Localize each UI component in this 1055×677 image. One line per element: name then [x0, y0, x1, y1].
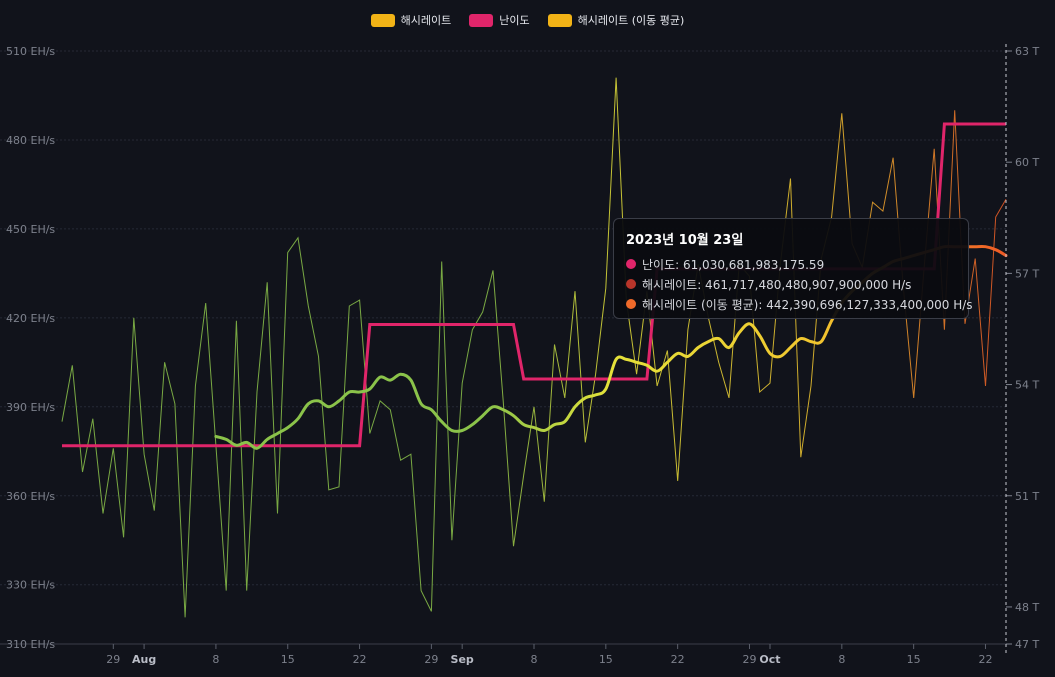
tooltip-title: 2023년 10월 23일 [626, 233, 744, 248]
y-left-tick-label: 510 EH/s [6, 45, 55, 58]
x-tick-label: 22 [353, 653, 367, 666]
tooltip-dot-hashrate [626, 279, 636, 289]
series [61, 77, 1008, 618]
y-right-tick-label: 54 T [1015, 379, 1039, 392]
y-left-tick-label: 310 EH/s [6, 638, 55, 651]
tooltip-text-difficulty: 난이도: 61,030,681,983,175.59 [642, 257, 825, 272]
legend-item[interactable]: 해시레이트 [370, 12, 452, 28]
legend-item[interactable]: 난이도 [469, 12, 530, 28]
y-right-tick-label: 57 T [1015, 267, 1039, 280]
tooltip-text-hashrate-ma: 해시레이트 (이동 평균): 442,390,696,127,333,400,0… [642, 297, 973, 312]
x-tick-label: 29 [742, 653, 756, 666]
legend-label: 해시레이트 (이동 평균) [577, 14, 685, 27]
x-tick-label: 15 [907, 653, 921, 666]
x-tick-label: Aug [132, 653, 156, 666]
x-tick-label: Oct [759, 653, 780, 666]
legend-swatch [469, 13, 494, 27]
tooltip-text-hashrate: 해시레이트: 461,717,480,480,907,900,000 H/s [642, 277, 912, 292]
legend-item[interactable]: 해시레이트 (이동 평균) [547, 12, 685, 28]
tooltip-dot-difficulty [626, 259, 636, 269]
x-tick-label: 29 [424, 653, 438, 666]
x-tick-label: Sep [451, 653, 474, 666]
tooltip-row-hashrate: 해시레이트: 461,717,480,480,907,900,000 H/s [626, 274, 956, 294]
y-right-tick-label: 48 T [1015, 601, 1039, 614]
y-left-tick-label: 330 EH/s [6, 579, 55, 592]
y-axis-right: 47 T 48 T 51 T 54 T 57 T 60 T 63 T [1006, 45, 1039, 651]
legend-swatch [547, 13, 572, 27]
x-tick-label: 8 [838, 653, 845, 666]
y-axis-left: 310 EH/s 330 EH/s 360 EH/s 390 EH/s 420 EH/s… [6, 45, 55, 651]
x-axis: 29 Aug 8 15 22 29 Sep 8 15 22 29 Oct 8 15 22 [106, 644, 992, 666]
x-tick-label: 29 [106, 653, 120, 666]
y-right-tick-label: 47 T [1015, 638, 1039, 651]
tooltip-row-difficulty: 난이도: 61,030,681,983,175.59 [626, 254, 956, 274]
legend: 해시레이트 난이도 해시레이트 (이동 평균) [0, 12, 1055, 28]
difficulty-line [62, 122, 1006, 448]
tooltip-row-hashrate-ma: 해시레이트 (이동 평균): 442,390,696,127,333,400,0… [626, 294, 973, 314]
y-left-tick-label: 450 EH/s [6, 223, 55, 236]
y-left-tick-label: 390 EH/s [6, 401, 55, 414]
legend-swatch [370, 13, 395, 27]
x-tick-label: 8 [531, 653, 538, 666]
grid [0, 50, 1006, 645]
hashrate-line [61, 77, 1007, 618]
y-right-tick-label: 63 T [1015, 45, 1039, 58]
legend-label: 해시레이트 [400, 14, 452, 27]
x-tick-label: 15 [281, 653, 295, 666]
x-tick-label: 15 [599, 653, 613, 666]
tooltip-dot-hashrate-ma [626, 299, 636, 309]
x-tick-label: 22 [978, 653, 992, 666]
tooltip: 2023년 10월 23일 난이도: 61,030,681,983,175.59… [613, 218, 973, 319]
y-left-tick-label: 420 EH/s [6, 312, 55, 325]
y-right-tick-label: 51 T [1015, 490, 1039, 503]
x-tick-label: 22 [671, 653, 685, 666]
y-right-tick-label: 60 T [1015, 156, 1039, 169]
y-left-tick-label: 360 EH/s [6, 490, 55, 503]
x-tick-label: 8 [212, 653, 219, 666]
y-left-tick-label: 480 EH/s [6, 134, 55, 147]
legend-label: 난이도 [499, 14, 530, 27]
